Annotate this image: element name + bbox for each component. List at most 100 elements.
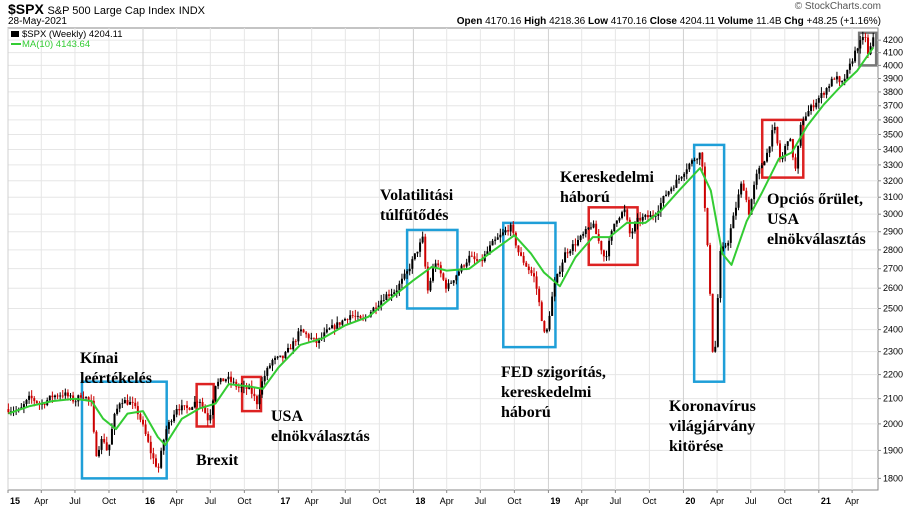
index-name: S&P 500 Large Cap Index: [47, 5, 176, 17]
price-bar-body: [318, 338, 321, 343]
annotation-label-line: USA: [271, 408, 303, 425]
price-bar-body: [95, 431, 98, 457]
price-bar-body: [763, 161, 766, 166]
annotation-label: Kínai leértékelés: [80, 350, 152, 387]
price-bar-body: [186, 405, 189, 408]
price-bar-body: [771, 130, 774, 147]
price-bar-body: [35, 401, 38, 404]
price-bar-body: [299, 329, 302, 332]
price-bar-body: [385, 294, 388, 301]
price-bar-body: [380, 300, 383, 306]
price-bar-body: [755, 173, 758, 185]
price-bar-body: [162, 439, 165, 451]
price-bar-body: [157, 466, 160, 468]
price-bar-body: [817, 98, 820, 103]
legend-price-swatch: [11, 31, 19, 37]
price-bar-body: [85, 397, 88, 398]
price-bar-body: [437, 263, 440, 266]
annotation-label-line: kitörése: [669, 438, 723, 455]
price-bar-body: [323, 332, 326, 338]
price-bar-body: [271, 360, 274, 366]
price-bar-body: [618, 217, 621, 221]
close-value: 4204.11: [679, 16, 716, 27]
price-bar-body: [175, 408, 178, 415]
ma-line: [8, 47, 875, 446]
price-bar-body: [147, 433, 150, 442]
x-tick-label: Jul: [340, 496, 352, 506]
price-bar-body: [144, 424, 147, 434]
price-bar-body: [760, 165, 763, 169]
price-bar-body: [701, 152, 704, 167]
price-bar-body: [525, 262, 528, 267]
price-bar-body: [807, 110, 810, 117]
price-bar-body: [838, 76, 841, 83]
price-bar-body: [193, 401, 196, 408]
price-bar-body: [69, 395, 72, 397]
price-bar-body: [167, 422, 170, 430]
price-bar-body: [791, 139, 794, 158]
price-bar-body: [139, 414, 142, 420]
price-bar-body: [512, 224, 515, 233]
price-bar-body: [74, 401, 77, 403]
price-bar-body: [843, 78, 846, 82]
price-bar-body: [338, 322, 341, 325]
price-bar-body: [434, 263, 437, 269]
x-tick-label: Jul: [610, 496, 622, 506]
price-bar-body: [641, 216, 644, 221]
close-label: Close: [649, 16, 677, 27]
chart-date: 28-May-2021: [8, 16, 67, 27]
x-tick-label: Apr: [575, 496, 589, 506]
price-bar-body: [450, 282, 453, 284]
price-bar-body: [690, 160, 693, 164]
price-bar-body: [183, 405, 186, 407]
price-bar-body: [51, 395, 54, 398]
price-bar-body: [584, 228, 587, 235]
price-bar-body: [468, 255, 471, 263]
y-tick-label: 2200: [883, 370, 903, 380]
price-bar-body: [532, 273, 535, 277]
price-bar-body: [224, 379, 227, 382]
price-bar-body: [442, 273, 445, 280]
price-bar-body: [413, 253, 416, 260]
x-tick-label: Oct: [237, 496, 252, 506]
high-label: High: [524, 16, 547, 27]
annotation-box: [760, 118, 805, 179]
price-bar-body: [240, 386, 243, 388]
y-tick-label: 2700: [883, 264, 903, 274]
price-bar-body: [675, 179, 678, 188]
y-tick-label: 2400: [883, 325, 903, 335]
y-tick-label: 1900: [883, 445, 903, 455]
price-bar-body: [543, 320, 546, 332]
annotation-label-line: Volatilitási: [380, 187, 454, 204]
x-tick-label: Jul: [475, 496, 487, 506]
price-bar-body: [804, 116, 807, 121]
y-tick-label: 4200: [883, 35, 903, 45]
price-bar-body: [82, 397, 85, 399]
price-bar-body: [214, 386, 217, 401]
y-tick-label: 2000: [883, 419, 903, 429]
price-bar-body: [553, 282, 556, 297]
price-bar-body: [149, 441, 152, 454]
price-bar-body: [406, 271, 409, 274]
price-bar-body: [628, 219, 631, 234]
price-bar-body: [206, 413, 209, 421]
price-bar-body: [382, 300, 385, 301]
x-tick-label: Apr: [440, 496, 454, 506]
price-bar-body: [191, 407, 194, 410]
price-bar-body: [266, 367, 269, 376]
price-bar-body: [587, 227, 590, 229]
price-bar-body: [574, 244, 577, 246]
price-bar-body: [626, 209, 629, 220]
price-bar-body: [509, 224, 512, 232]
price-bar-body: [341, 320, 344, 325]
price-bar-body: [613, 223, 616, 232]
y-tick-label: 3700: [883, 101, 903, 111]
price-bar-body: [786, 141, 789, 146]
price-bar-body: [424, 236, 427, 267]
ohlc-readout: Open 4170.16 High 4218.36 Low 4170.16 Cl…: [457, 16, 881, 27]
price-bar-body: [737, 194, 740, 208]
price-bar-body: [703, 166, 706, 209]
price-bar-body: [447, 283, 450, 289]
annotation-label-line: túlfűtődés: [380, 207, 448, 224]
price-bar-body: [429, 280, 432, 291]
